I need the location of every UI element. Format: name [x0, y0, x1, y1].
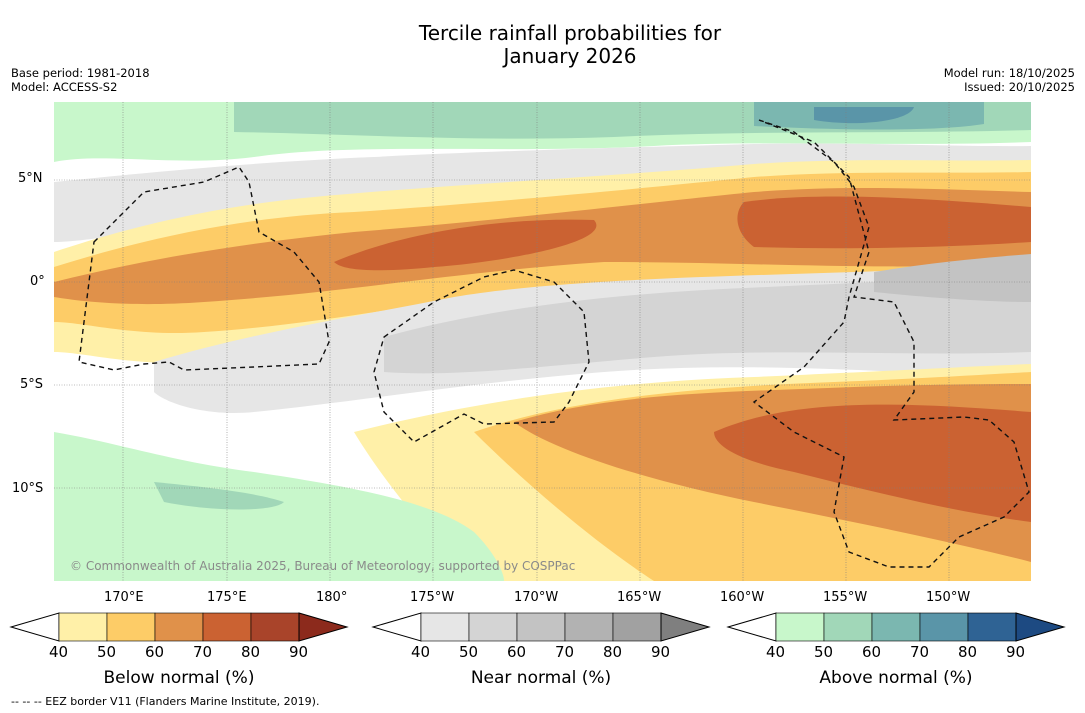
colorbar-label-above: Above normal (%): [819, 668, 973, 688]
lon-tick-150w: 150°W: [926, 590, 971, 605]
lon-tick-170e: 170°E: [104, 590, 144, 605]
title-line-1: Tercile rainfall probabilities for: [418, 21, 722, 45]
lat-tick-5n: 5°N: [18, 171, 43, 186]
region-below-70-north-a: [334, 219, 597, 271]
colorbar-2-segment-4: [967, 612, 1017, 642]
lon-tick-175w: 175°W: [410, 590, 455, 605]
region-above-40-south: [54, 432, 504, 581]
lon-tick-160w: 160°W: [720, 590, 765, 605]
title-line-2: January 2026: [503, 44, 637, 68]
colorbar-0-segment-0: [58, 612, 108, 642]
cb-above-tick-80: 80: [958, 643, 978, 661]
colorbar-1-segment-5: [660, 612, 711, 642]
lon-tick-165w: 165°W: [617, 590, 662, 605]
cb-below-tick-70: 70: [193, 643, 213, 661]
cb-near-tick-60: 60: [507, 643, 527, 661]
colorbar-label-below: Below normal (%): [103, 668, 255, 688]
cb-above-tick-70: 70: [910, 643, 930, 661]
colorbar-2-segment-0: [775, 612, 825, 642]
cb-above-tick-90: 90: [1006, 643, 1026, 661]
lon-tick-180: 180°: [316, 590, 348, 605]
cb-below-tick-40: 40: [49, 643, 69, 661]
cb-below-tick-80: 80: [241, 643, 261, 661]
issued-date: Issued: 20/10/2025: [964, 80, 1075, 94]
meta-left: Base period: 1981-2018 Model: ACCESS-S2: [11, 66, 150, 94]
colorbar-1-segment-3: [564, 612, 614, 642]
region-below-70-north-b: [737, 196, 1031, 249]
lon-tick-155w: 155°W: [823, 590, 868, 605]
cb-above-tick-60: 60: [862, 643, 882, 661]
rainfall-map: [54, 102, 1031, 581]
lat-tick-10s: 10°S: [12, 481, 44, 496]
colorbar-1-segment-1: [468, 612, 518, 642]
region-below-70-south: [714, 404, 1031, 522]
lon-tick-170w: 170°W: [514, 590, 559, 605]
eez-border-kiribati-phoenix: [373, 269, 590, 443]
cb-near-tick-80: 80: [603, 643, 623, 661]
cb-below-tick-90: 90: [289, 643, 309, 661]
colorbar-2-segment-5: [1015, 612, 1066, 642]
colorbar-0-segment-4: [250, 612, 300, 642]
cb-near-tick-50: 50: [459, 643, 479, 661]
colorbar-2-segment-3: [919, 612, 969, 642]
colorbars: [9, 612, 1066, 642]
colorbar-near: [371, 612, 711, 642]
colorbar-below: [9, 612, 349, 642]
eez-borders: [78, 119, 1030, 568]
region-above-70-north: [814, 107, 914, 124]
lon-tick-175e: 175°E: [207, 590, 247, 605]
colorbar-0-segment-5: [298, 612, 349, 642]
meta-right: Model run: 18/10/2025 Issued: 20/10/2025: [944, 66, 1075, 94]
cb-near-tick-40: 40: [411, 643, 431, 661]
eez-border-kiribati-gilbert: [78, 166, 330, 371]
lat-tick-5s: 5°S: [20, 377, 44, 392]
cb-below-tick-60: 60: [145, 643, 165, 661]
cb-below-tick-50: 50: [97, 643, 117, 661]
cb-above-tick-50: 50: [814, 643, 834, 661]
colorbar-1-segment-4: [612, 612, 662, 642]
colorbar-2-segment-2: [871, 612, 921, 642]
colorbar-0-segment-1: [106, 612, 156, 642]
region-above-50-south: [154, 482, 284, 510]
colorbar-above: [726, 612, 1066, 642]
model-run: Model run: 18/10/2025: [943, 66, 1075, 80]
colorbar-1-segment-2: [516, 612, 566, 642]
base-period: Base period: 1981-2018: [11, 66, 150, 80]
graticule: [54, 102, 1031, 581]
model-name: Model: ACCESS-S2: [11, 80, 118, 94]
lat-tick-0: 0°: [30, 274, 45, 289]
region-near-50-equator: [384, 274, 1031, 374]
region-near-60-equator: [874, 254, 1031, 302]
cb-above-tick-40: 40: [766, 643, 786, 661]
colorbar-0-segment-3: [202, 612, 252, 642]
colorbar-1-segment-0: [420, 612, 470, 642]
colorbar-0-segment-2: [154, 612, 204, 642]
cb-near-tick-70: 70: [555, 643, 575, 661]
copyright-text: © Commonwealth of Australia 2025, Bureau…: [70, 559, 576, 573]
cb-near-tick-90: 90: [651, 643, 671, 661]
colorbar-label-near: Near normal (%): [470, 668, 612, 688]
colorbar-2-segment-1: [823, 612, 873, 642]
eez-footnote: -- -- -- EEZ border V11 (Flanders Marine…: [11, 695, 320, 708]
chart-title: Tercile rainfall probabilities for Janua…: [0, 22, 1085, 68]
